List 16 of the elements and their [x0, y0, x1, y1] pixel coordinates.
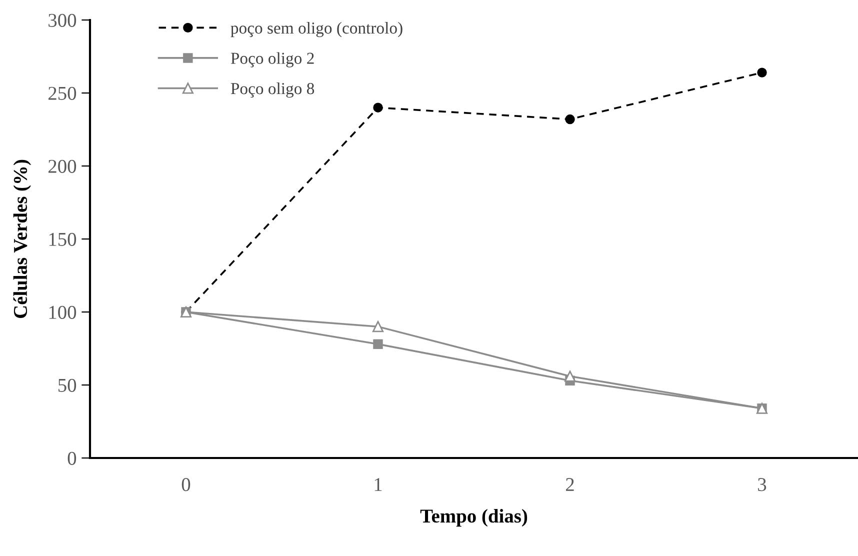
- legend-label: poço sem oligo (controlo): [230, 22, 402, 38]
- y-tick-label: 150: [49, 232, 76, 246]
- y-tick-label: 0: [68, 452, 76, 465]
- x-tick-label: 3: [758, 478, 766, 492]
- y-tick-label: 300: [48, 14, 76, 27]
- x-axis-title: Tempo (dias): [420, 508, 528, 527]
- y-tick-label: 100: [49, 306, 76, 319]
- y-tick-label: 250: [48, 86, 76, 100]
- legend-label: Poço oligo 8: [230, 82, 314, 98]
- legend-label: Poço oligo 2: [230, 52, 314, 68]
- y-tick-label: 200: [48, 160, 76, 173]
- x-tick-label: 1: [374, 478, 382, 491]
- y-tick-label: 50: [58, 378, 76, 392]
- y-axis-title: Células Verdes (%): [13, 160, 31, 318]
- x-tick-label: 0: [182, 478, 190, 492]
- x-tick-label: 2: [566, 478, 574, 491]
